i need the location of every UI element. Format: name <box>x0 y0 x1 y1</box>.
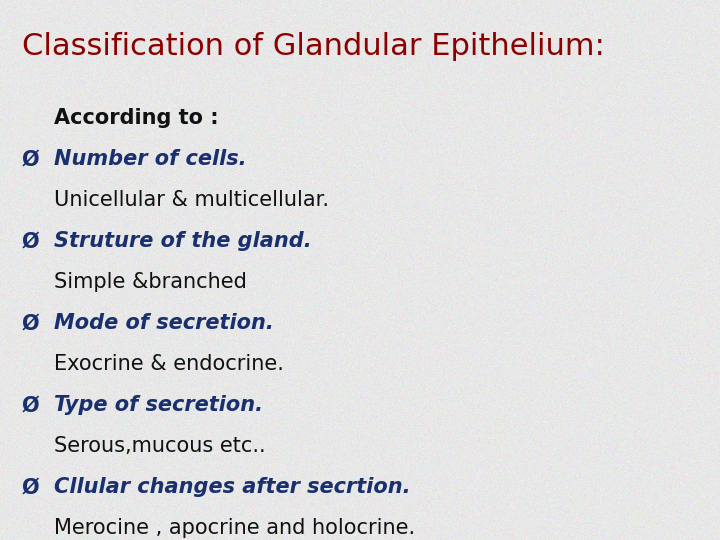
Text: Mode of secretion.: Mode of secretion. <box>54 313 274 333</box>
Text: Merocine , apocrine and holocrine.: Merocine , apocrine and holocrine. <box>54 518 415 538</box>
Text: Type of secretion.: Type of secretion. <box>54 395 263 415</box>
Text: According to :: According to : <box>54 108 219 128</box>
Text: Ø: Ø <box>22 231 39 251</box>
Text: Cllular changes after secrtion.: Cllular changes after secrtion. <box>54 477 410 497</box>
Text: Ø: Ø <box>22 395 39 415</box>
Text: Simple &branched: Simple &branched <box>54 272 247 292</box>
Text: Serous,mucous etc..: Serous,mucous etc.. <box>54 436 266 456</box>
Text: Unicellular & multicellular.: Unicellular & multicellular. <box>54 190 329 210</box>
Text: Ø: Ø <box>22 477 39 497</box>
Text: Exocrine & endocrine.: Exocrine & endocrine. <box>54 354 284 374</box>
Text: Ø: Ø <box>22 313 39 333</box>
Text: Struture of the gland.: Struture of the gland. <box>54 231 312 251</box>
Text: Number of cells.: Number of cells. <box>54 149 246 169</box>
Text: Classification of Glandular Epithelium:: Classification of Glandular Epithelium: <box>22 32 604 62</box>
Text: Ø: Ø <box>22 149 39 169</box>
